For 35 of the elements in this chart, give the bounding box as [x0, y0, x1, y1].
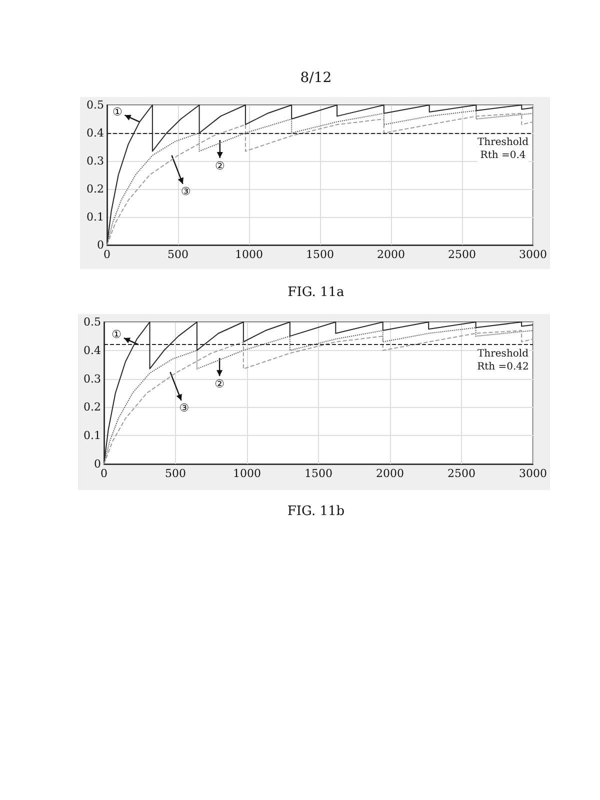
text: 8/12	[299, 70, 333, 86]
annotation: ③	[180, 184, 191, 198]
y-tick-label: 0.1	[84, 429, 101, 442]
x-tick-label: 2000	[377, 248, 405, 261]
y-tick-label: 0.4	[84, 344, 101, 357]
x-tick-label: 3000	[519, 467, 548, 480]
annotation: ②	[214, 378, 225, 391]
y-tick-label: 0.2	[86, 182, 104, 196]
y-tick-label: 0.1	[86, 210, 104, 224]
y-tick-label: 0	[94, 458, 101, 470]
x-tick-label: 3000	[519, 248, 548, 261]
annotation: ③	[179, 401, 190, 414]
annotation: ①	[112, 105, 122, 118]
y-tick-label: 0.3	[86, 154, 104, 168]
ref-line-label: Threshold Rth =0.4	[477, 137, 530, 161]
x-tick-label: 1500	[306, 248, 334, 261]
y-tick-label: 0	[97, 238, 104, 252]
x-tick-label: 500	[168, 248, 188, 261]
y-tick-label: 0.2	[84, 400, 101, 414]
y-tick-label: 0.4	[86, 126, 104, 140]
x-tick-label: 1000	[233, 467, 261, 480]
x-tick-label: 2500	[448, 467, 476, 480]
x-tick-label: 1000	[235, 248, 263, 261]
y-tick-label: 0.3	[84, 372, 101, 386]
x-tick-label: 2500	[448, 248, 476, 261]
x-tick-label: 500	[165, 467, 186, 480]
x-tick-label: 1500	[304, 467, 332, 480]
annotation: ②	[214, 160, 225, 172]
text: FIG. 11a	[286, 285, 346, 300]
y-tick-label: 0.5	[86, 98, 104, 112]
x-tick-label: 2000	[376, 467, 404, 480]
y-tick-label: 0.5	[84, 316, 101, 328]
ref-line-label: Threshold Rth =0.42	[477, 348, 530, 373]
text: FIG. 11b	[286, 504, 346, 519]
annotation: ①	[112, 328, 122, 342]
